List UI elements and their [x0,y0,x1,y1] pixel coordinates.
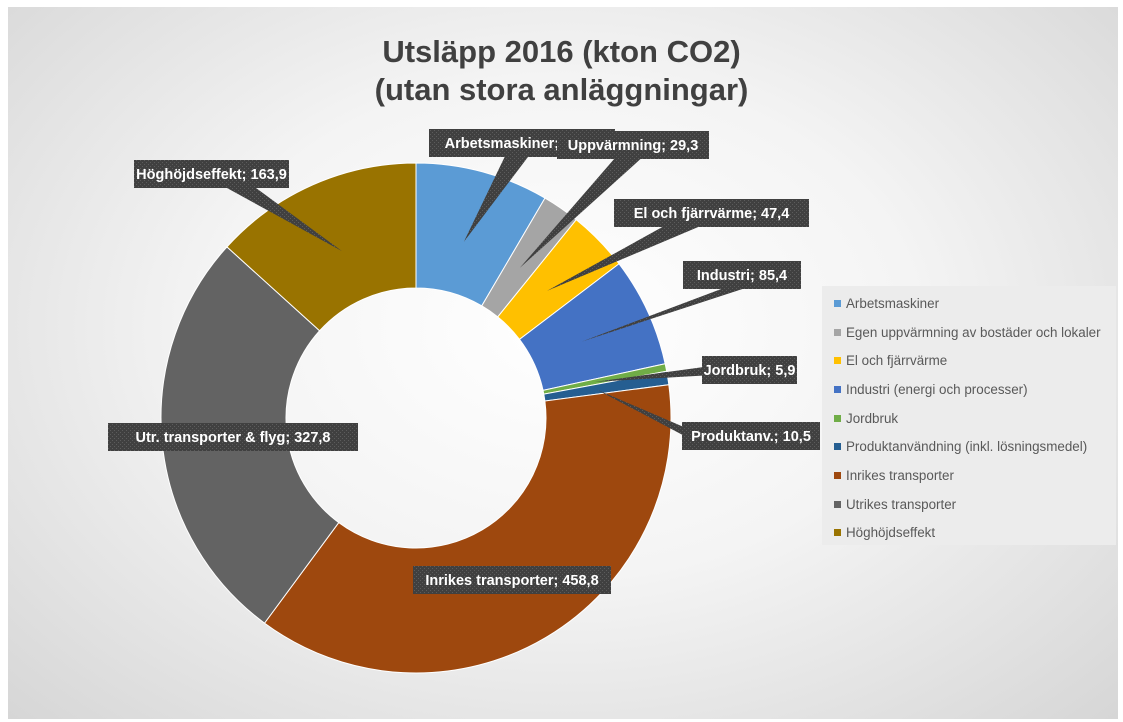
legend-swatch [834,357,841,365]
data-label-box [413,566,611,594]
data-label-text: El och fjärrvärme; 47,4 [634,206,790,222]
legend-swatch [834,385,841,393]
data-label-text: Jordbruk; 5,9 [704,363,796,379]
legend-item: Egen uppvärmning av bostäder och lokaler [834,318,1116,347]
chart-title: Utsläpp 2016 (kton CO2) (utan stora anlä… [0,33,1123,109]
legend-label: Utrikes transporter [846,496,957,512]
legend-label: Egen uppvärmning av bostäder och lokaler [846,324,1101,340]
data-label-box [683,261,801,289]
data-label: Produktanv.; 10,5 [596,389,820,450]
legend-label: Produktanvändning (inkl. lösningsmedel) [846,439,1088,455]
legend-label: Industri (energi och processer) [846,381,1028,397]
legend-label: El och fjärrvärme [846,353,948,369]
slice-inrikes-transporter [263,384,672,674]
data-label-pointer [581,283,760,342]
data-label: Industri; 85,4 [581,261,801,342]
legend-item: El och fjärrvärme [834,346,1116,375]
data-label-box [557,131,709,159]
legend-label: Arbetsmaskiner [846,295,940,311]
legend-item: Jordbruk [834,404,1116,433]
data-label-text: Industri; 85,4 [697,268,787,284]
data-label-pointer [546,221,712,291]
data-label-text: Inrikes transporter; 458,8 [425,573,598,589]
legend-item: Arbetsmaskiner [834,289,1116,318]
chart-legend: Arbetsmaskiner Egen uppvärmning av bostäd… [822,286,1116,545]
data-label-pointer [219,183,342,252]
legend-label: Inrikes transporter [846,467,954,483]
data-label-box [682,422,820,450]
legend-item: Produktanvändning (inkl. lösningsmedel) [834,432,1116,461]
legend-swatch [834,443,841,451]
data-label-text: Uppvärmning; 29,3 [568,138,699,154]
data-label: Höghöjdseffekt; 163,9 [134,160,342,252]
data-label-pointer [519,154,646,268]
legend-swatch [834,414,841,422]
data-label-pointer [594,367,702,382]
legend-label: Höghöjdseffekt [846,525,936,541]
legend-swatch [834,471,841,479]
data-label-pointer [596,389,682,435]
legend-item: Inrikes transporter [834,461,1116,490]
legend-swatch [834,529,841,537]
legend-swatch [834,500,841,508]
legend-swatch [834,328,841,336]
chart-title-line-1: Utsläpp 2016 (kton CO2) [382,34,741,69]
legend-label: Jordbruk [846,410,899,426]
data-label-text: Utr. transporter & flyg; 327,8 [136,430,331,446]
data-label-box [134,160,289,188]
data-label: El och fjärrvärme; 47,4 [546,199,809,291]
legend-item: Höghöjdseffekt [834,519,1116,548]
data-label: Utr. transporter & flyg; 327,8 [108,423,358,451]
data-label: Uppvärmning; 29,3 [519,131,709,268]
data-label-text: Höghöjdseffekt; 163,9 [136,167,287,183]
data-label-pointer [463,140,541,242]
data-label-box [614,199,809,227]
slices [160,162,672,674]
data-label-box [108,423,358,451]
data-label-text: Produktanv.; 10,5 [691,429,811,445]
data-label: Jordbruk; 5,9 [594,356,797,384]
chart-title-line-2: (utan stora anläggningar) [374,72,749,107]
legend-swatch [834,299,841,307]
legend-item: Utrikes transporter [834,490,1116,519]
data-label-box [702,356,797,384]
data-label: Inrikes transporter; 458,8 [413,566,611,594]
legend-item: Industri (energi och processer) [834,375,1116,404]
